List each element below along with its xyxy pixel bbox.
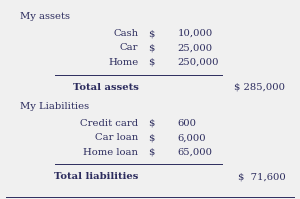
Text: Cash: Cash bbox=[113, 29, 139, 38]
Text: 250,000: 250,000 bbox=[177, 58, 219, 67]
Text: Home loan: Home loan bbox=[83, 147, 139, 157]
Text: Car loan: Car loan bbox=[95, 133, 139, 142]
Text: 6,000: 6,000 bbox=[177, 133, 206, 142]
Text: $: $ bbox=[148, 29, 154, 38]
Text: Car: Car bbox=[120, 43, 139, 52]
Text: $ 285,000: $ 285,000 bbox=[234, 83, 285, 92]
Text: My Liabilities: My Liabilities bbox=[20, 102, 89, 111]
Text: My assets: My assets bbox=[20, 12, 70, 21]
Text: Credit card: Credit card bbox=[80, 119, 139, 128]
Text: $: $ bbox=[148, 133, 154, 142]
Text: 65,000: 65,000 bbox=[177, 147, 212, 157]
Text: $: $ bbox=[148, 147, 154, 157]
Text: 600: 600 bbox=[177, 119, 196, 128]
Text: $  71,600: $ 71,600 bbox=[238, 172, 285, 181]
Text: $: $ bbox=[148, 43, 154, 52]
Text: 25,000: 25,000 bbox=[177, 43, 212, 52]
Text: $: $ bbox=[148, 58, 154, 67]
Text: $: $ bbox=[148, 119, 154, 128]
Text: 10,000: 10,000 bbox=[177, 29, 213, 38]
Text: Total liabilities: Total liabilities bbox=[54, 172, 139, 181]
Text: Home: Home bbox=[108, 58, 139, 67]
Text: Total assets: Total assets bbox=[73, 83, 139, 92]
